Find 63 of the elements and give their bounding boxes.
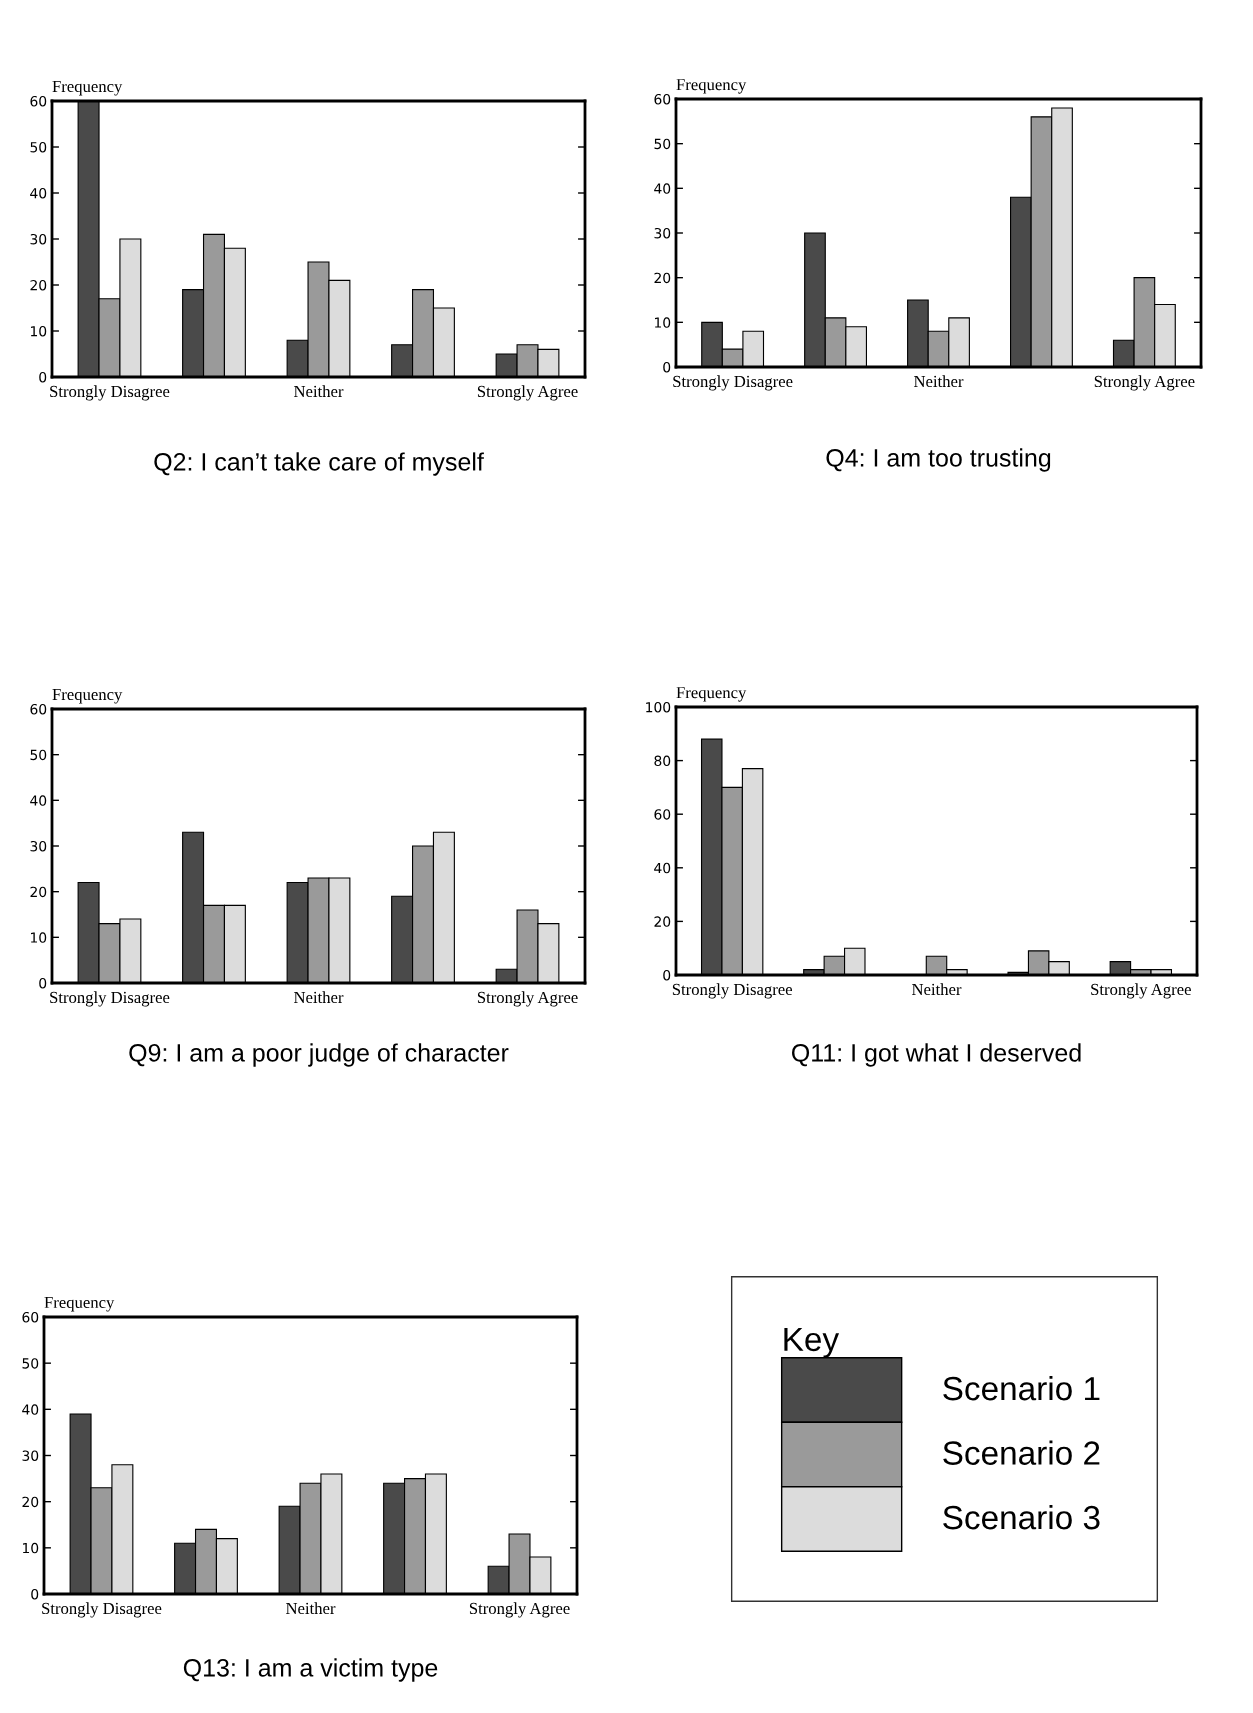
x-tick-label: Strongly Agree [477,385,578,401]
y-tick-label: 40 [654,862,671,874]
x-tick-label: Neither [293,991,344,1004]
text: Q4: I am too trusting [826,448,1051,472]
legend-label: Scenario 2 [943,1440,1100,1465]
y-tick-label: 60 [30,95,47,107]
y-tick-label: 0 [39,371,47,383]
x-tick-label: Strongly Agree [1094,375,1195,391]
y-tick-label: 30 [30,233,47,245]
y-tick-label: 30 [22,1450,39,1461]
y-tick-label: 20 [30,279,47,291]
x-tick-label: Neither [293,385,344,398]
y-tick-label: 20 [22,1496,39,1508]
y-tick-label: 20 [30,886,47,898]
y-tick-label: 10 [30,325,47,337]
text: Q11: I got what I deserved [792,1043,1081,1067]
x-tick-label: Strongly Agree [469,1602,570,1618]
y-axis-title: Frequency [44,1296,115,1312]
x-tick-label: Strongly Disagree [672,983,793,999]
y-axis-title: Frequency [676,687,747,702]
y-tick-label: 60 [654,93,671,105]
y-tick-label: 20 [654,272,671,284]
x-tick-label: Neither [913,375,964,388]
text: Q9: I am a poor judge of character [129,1043,509,1067]
y-tick-label: 40 [30,187,47,199]
text: Q2: I can’t take care of myself [154,452,484,476]
y-tick-label: 80 [654,755,671,767]
x-tick-label: Strongly Disagree [42,1602,162,1618]
y-axis-title: Frequency [52,689,123,704]
y-tick-label: 50 [30,141,47,153]
x-tick-label: Strongly Disagree [50,385,170,401]
y-tick-label: 0 [31,1588,39,1600]
y-tick-label: 30 [30,840,47,852]
x-tick-label: Strongly Disagree [673,375,793,391]
text: Q13: I am a victim type [183,1658,438,1682]
y-tick-label: 60 [22,1311,39,1323]
x-tick-label: Strongly Disagree [50,991,170,1007]
y-tick-label: 100 [646,701,671,713]
y-tick-label: 10 [654,317,671,328]
y-tick-label: 50 [30,749,47,761]
y-tick-label: 0 [663,969,671,981]
y-tick-label: 40 [22,1404,39,1415]
y-tick-label: 50 [654,138,671,150]
x-tick-label: Strongly Agree [1091,983,1191,999]
legend-label: Scenario 1 [943,1375,1100,1401]
y-axis-title: Frequency [676,79,747,94]
y-tick-label: 60 [30,703,47,715]
y-tick-label: 0 [39,977,47,989]
y-tick-label: 10 [30,932,47,943]
x-tick-label: Strongly Agree [477,991,578,1007]
y-tick-label: 50 [22,1358,39,1369]
y-tick-label: 10 [22,1542,39,1554]
x-tick-label: Neither [285,1602,336,1615]
y-tick-label: 60 [654,809,671,820]
x-tick-label: Neither [911,983,962,996]
y-axis-title: Frequency [52,80,123,96]
legend-label: Scenario 3 [943,1504,1100,1530]
y-tick-label: 0 [663,361,671,373]
y-tick-label: 40 [30,795,47,806]
y-tick-label: 40 [654,183,671,194]
y-tick-label: 20 [654,916,671,927]
legend-title: Key [784,1327,840,1358]
y-tick-label: 30 [654,227,671,239]
